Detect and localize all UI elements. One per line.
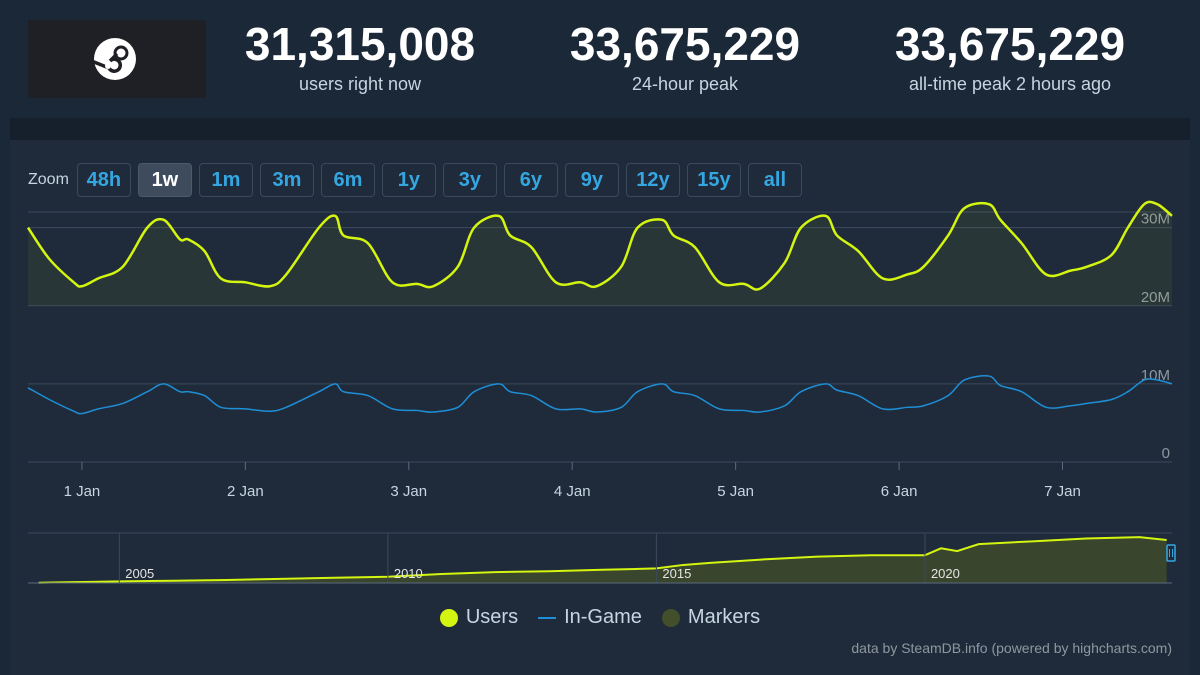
- stats-header: 31,315,008 users right now 33,675,229 24…: [10, 0, 1190, 118]
- alltime-peak-stat: 33,675,229 all-time peak 2 hours ago: [850, 18, 1170, 95]
- alltime-peak-label: all-time peak 2 hours ago: [908, 74, 1112, 94]
- day-peak-label: 24-hour peak: [631, 74, 739, 94]
- chart-panel: 0 10M 20M 30M 1 Jan 2 Jan 3 Jan 4 Jan 5 Jan 6 Jan…: [10, 140, 1190, 675]
- zoom-all-button[interactable]: all: [747, 163, 802, 197]
- steam-logo-icon: [92, 38, 136, 80]
- navigator-year-label: 2005: [125, 566, 154, 581]
- x-tick-label: 6 Jan: [881, 483, 918, 500]
- x-tick-label: 2 Jan: [227, 483, 264, 500]
- x-tick-label: 4 Jan: [554, 483, 591, 500]
- alltime-peak-value: 33,675,229: [894, 18, 1126, 70]
- zoom-3y-button[interactable]: 3y: [442, 163, 497, 197]
- zoom-9y-button[interactable]: 9y: [564, 163, 619, 197]
- zoom-48h-button[interactable]: 48h: [76, 163, 131, 197]
- zoom-3m-button[interactable]: 3m: [259, 163, 314, 197]
- header-divider: [10, 118, 1190, 140]
- x-tick-label: 5 Jan: [717, 483, 754, 500]
- users-series-line: [26, 200, 1173, 291]
- users-area: [28, 201, 1172, 306]
- zoom-15y-button[interactable]: 15y: [686, 163, 741, 197]
- y-tick-label: 30M: [1141, 211, 1170, 228]
- legend-markers-label: Markers: [687, 606, 761, 628]
- zoom-label: Zoom: [28, 171, 69, 188]
- x-tick-label: 7 Jan: [1044, 483, 1081, 500]
- x-tick-label: 1 Jan: [64, 483, 101, 500]
- zoom-12y-button[interactable]: 12y: [625, 163, 680, 197]
- navigator-year-label: 2010: [394, 566, 423, 581]
- day-peak-value: 33,675,229: [569, 18, 801, 70]
- zoom-controls: Zoom 48h 1w 1m 3m 6m 1y 3y 6y 9y 12y 15y…: [28, 162, 809, 198]
- users-now-value: 31,315,008: [244, 18, 476, 70]
- legend-markers[interactable]: Markers: [661, 606, 761, 629]
- navigator-year-label: 2015: [662, 566, 691, 581]
- zoom-1m-button[interactable]: 1m: [198, 163, 253, 197]
- legend-ingame-marker: [538, 616, 557, 619]
- zoom-6m-button[interactable]: 6m: [320, 163, 375, 197]
- chart-legend: Users In-Game Markers: [10, 606, 1190, 629]
- legend-markers-marker: [661, 608, 680, 627]
- users-now-stat: 31,315,008 users right now: [200, 18, 520, 95]
- legend-users-label: Users: [465, 606, 519, 628]
- legend-users[interactable]: Users: [439, 606, 519, 629]
- ingame-series-line: [27, 375, 1173, 415]
- zoom-1w-button[interactable]: 1w: [137, 163, 192, 197]
- legend-ingame[interactable]: In-Game: [538, 606, 642, 629]
- navigator-handle: [1166, 544, 1176, 562]
- day-peak-stat: 33,675,229 24-hour peak: [525, 18, 845, 95]
- x-tick-label: 3 Jan: [390, 483, 427, 500]
- legend-ingame-label: In-Game: [564, 606, 642, 628]
- zoom-1y-button[interactable]: 1y: [381, 163, 436, 197]
- users-now-label: users right now: [298, 74, 422, 94]
- steam-logo-box: [28, 20, 206, 98]
- y-tick-label: 20M: [1141, 289, 1170, 306]
- chart-credits[interactable]: data by SteamDB.info (powered by highcha…: [851, 640, 1172, 656]
- y-tick-label: 0: [1162, 445, 1170, 462]
- navigator-year-label: 2020: [931, 566, 960, 581]
- legend-users-marker: [439, 608, 458, 627]
- navigator-area: [38, 537, 1167, 583]
- zoom-6y-button[interactable]: 6y: [503, 163, 558, 197]
